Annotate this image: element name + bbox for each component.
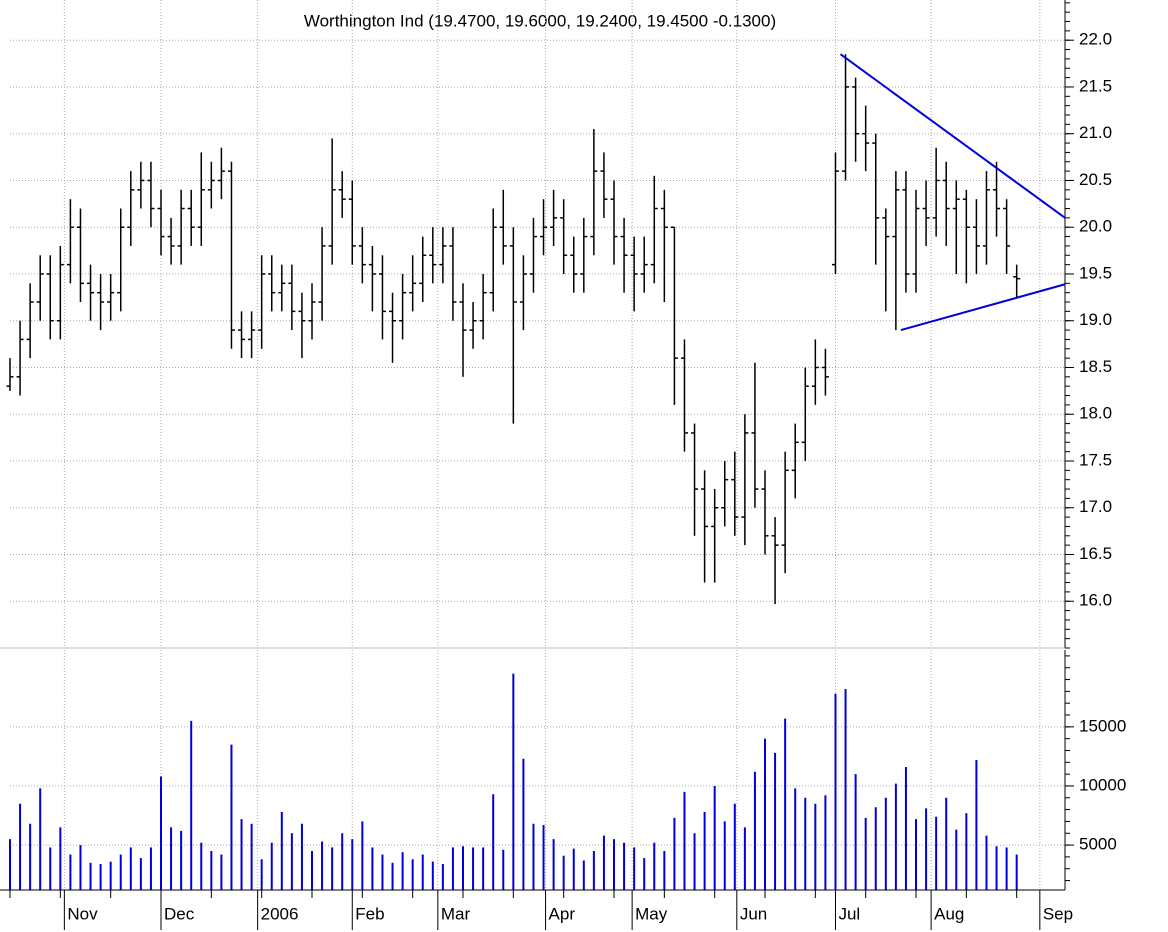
x-tick-label: Apr [549, 904, 576, 923]
y-tick-label: 20.5 [1079, 170, 1112, 189]
trend-line [900, 283, 1066, 332]
y-tick-label: 21.0 [1079, 123, 1112, 142]
x-tick-label: Jul [838, 904, 860, 923]
y-tick-label: 16.5 [1079, 544, 1112, 563]
y-tick-label: 18.5 [1079, 357, 1112, 376]
y-tick-label: 10000 [1079, 775, 1126, 794]
y-tick-label: 19.5 [1079, 263, 1112, 282]
x-tick-label: Aug [934, 904, 964, 923]
x-tick-label: Nov [67, 904, 98, 923]
x-tick-label: 2006 [261, 904, 299, 923]
trend-line [839, 53, 1066, 219]
x-tick-label: Mar [441, 904, 471, 923]
y-tick-label: 19.0 [1079, 310, 1112, 329]
y-tick-label: 15000 [1079, 716, 1126, 735]
y-tick-label: 17.5 [1079, 450, 1112, 469]
y-tick-label: 17.0 [1079, 497, 1112, 516]
y-tick-label: 18.0 [1079, 404, 1112, 423]
chart-subtitle: Worthington Ind (19.4700, 19.6000, 19.24… [304, 11, 776, 30]
y-tick-label: 22.0 [1079, 30, 1112, 49]
x-tick-label: Feb [355, 904, 384, 923]
x-tick-label: May [635, 904, 668, 923]
y-tick-label: 5000 [1079, 835, 1117, 854]
y-tick-label: 20.0 [1079, 217, 1112, 236]
x-tick-label: Sep [1043, 904, 1073, 923]
y-tick-label: 16.0 [1079, 591, 1112, 610]
x-tick-label: Jun [740, 904, 767, 923]
x-tick-label: Dec [164, 904, 195, 923]
y-tick-label: 21.5 [1079, 76, 1112, 95]
